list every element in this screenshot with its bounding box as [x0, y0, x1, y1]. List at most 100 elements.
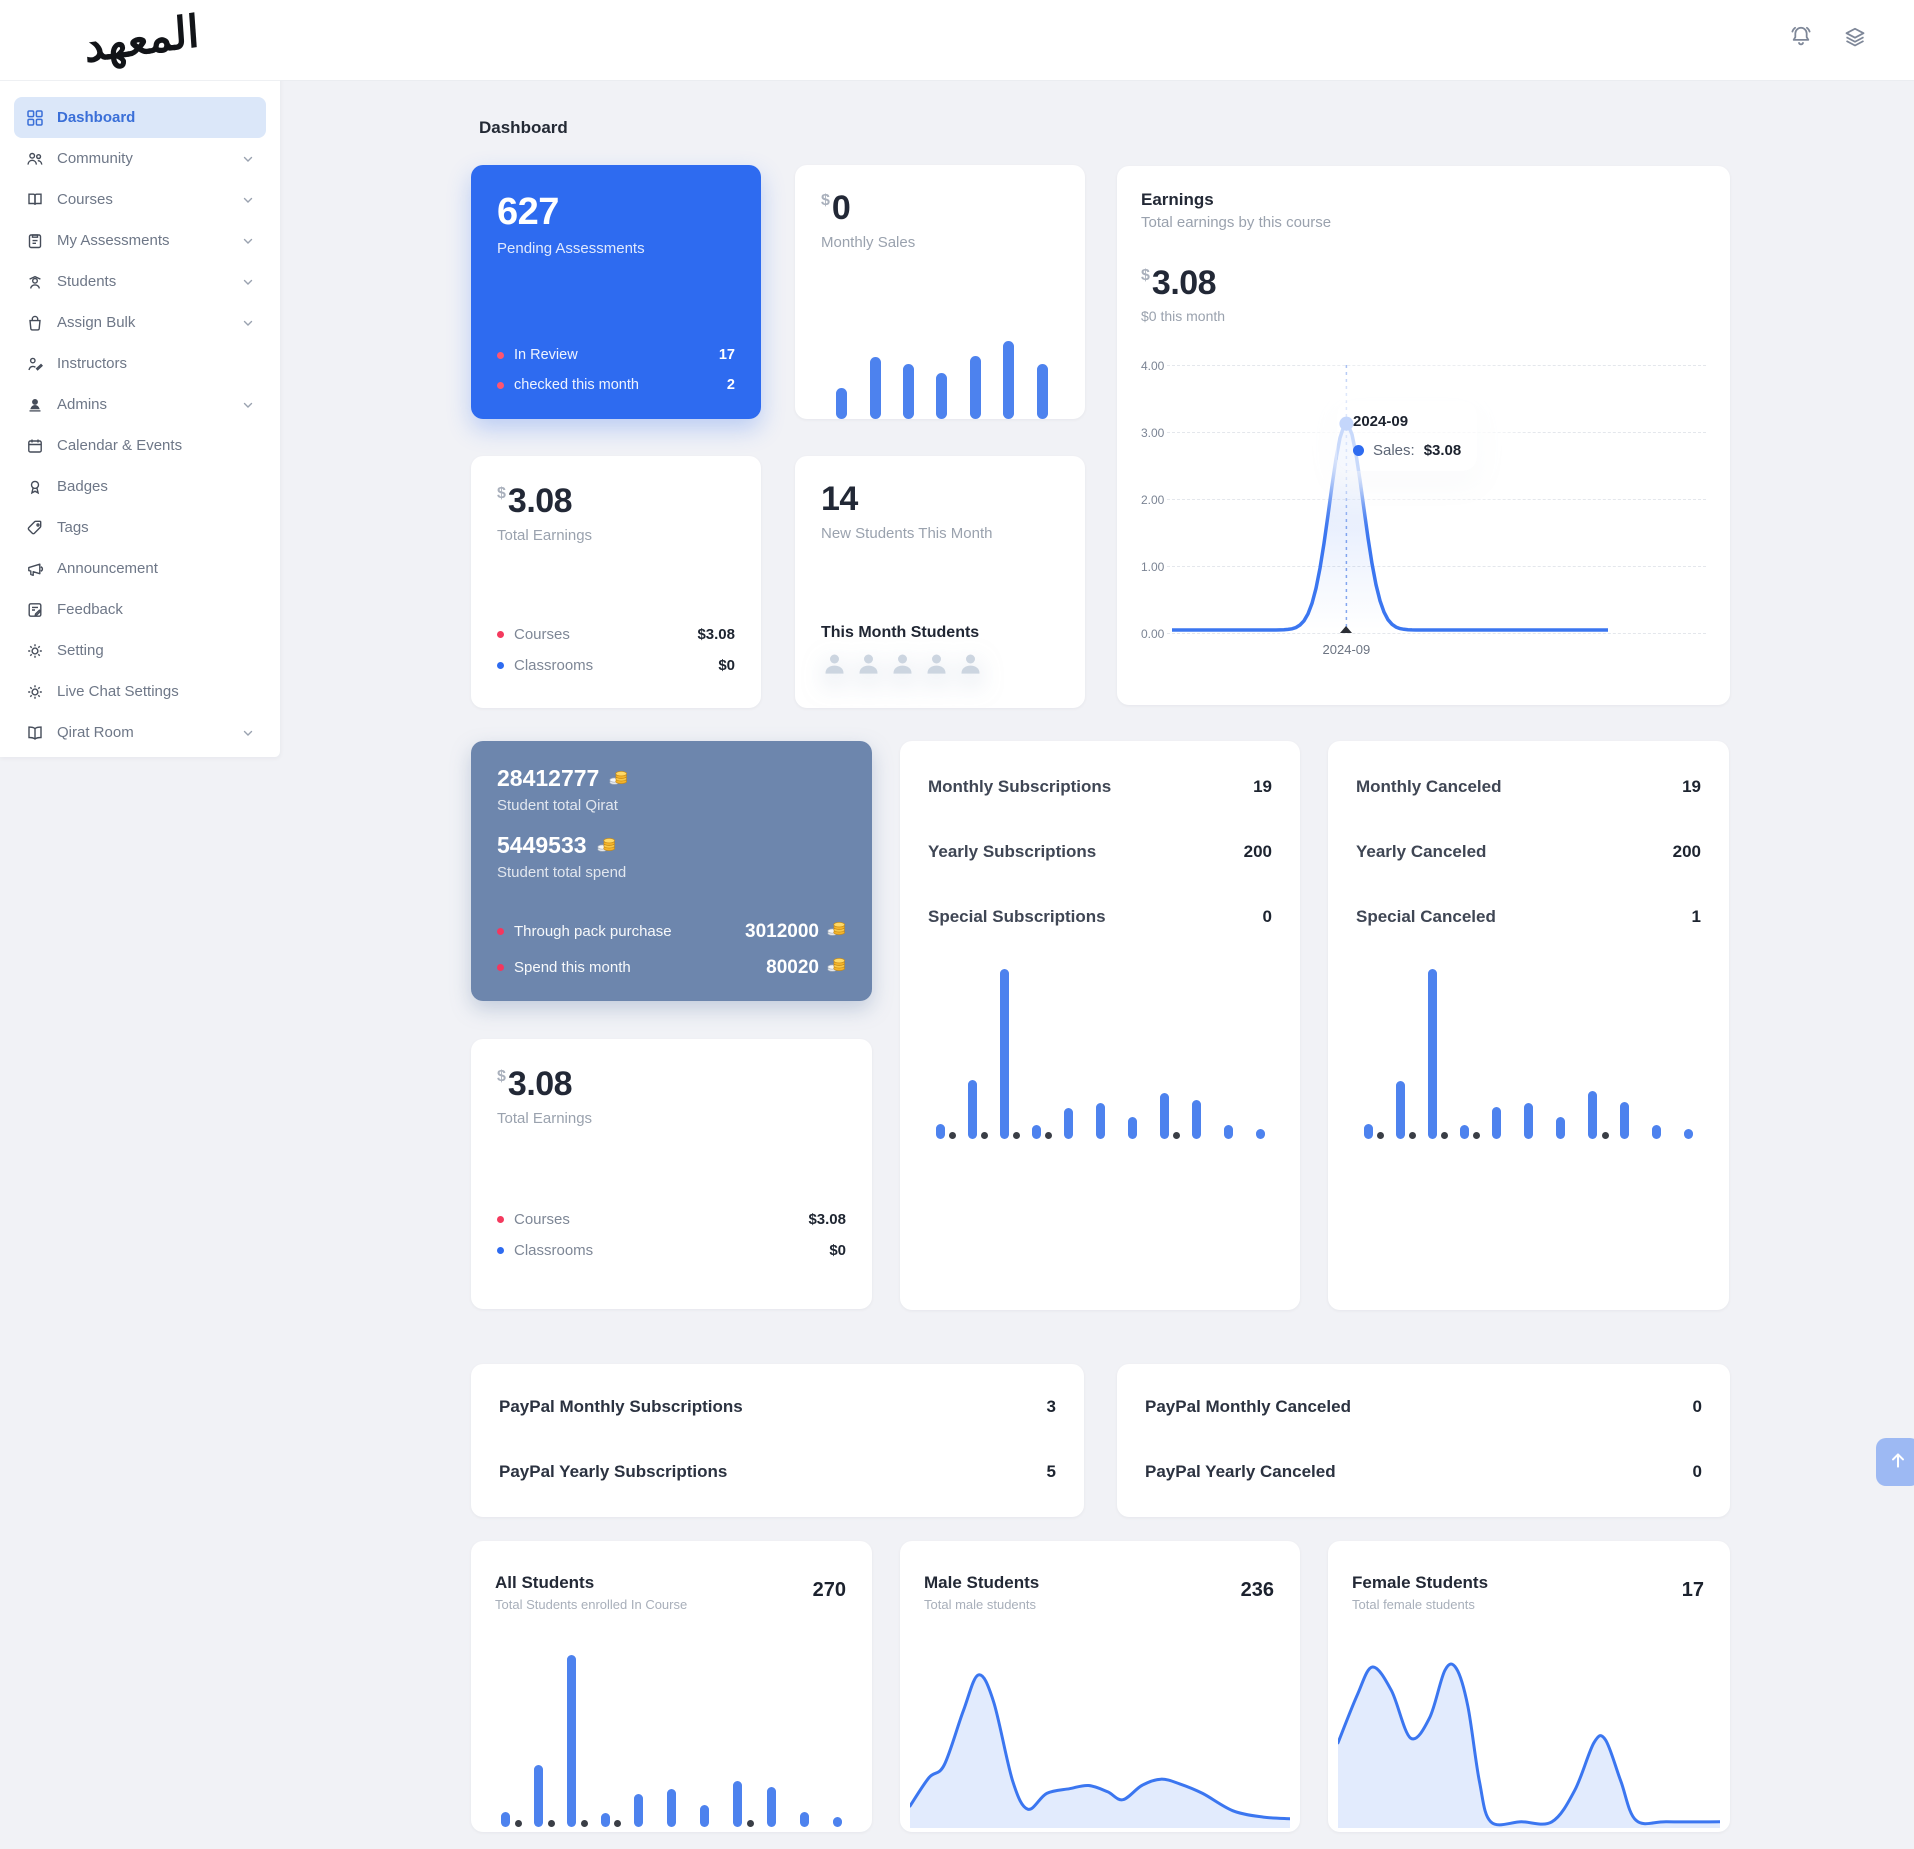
bar	[1255, 1128, 1265, 1139]
avatar	[923, 650, 950, 682]
bar-slot	[925, 341, 958, 419]
bell-icon[interactable]	[1788, 24, 1814, 50]
earnings-this-month: $0 this month	[1141, 308, 1226, 324]
sidebar-item-feedback[interactable]: Feedback	[14, 589, 266, 630]
bar	[501, 1811, 511, 1827]
sidebar-item-announcement[interactable]: Announcement	[14, 548, 266, 589]
bar-slot	[1116, 969, 1148, 1139]
sidebar-item-label: Setting	[57, 642, 104, 659]
bar-slot	[721, 1655, 754, 1827]
student-total-qirat-value: 28412777	[497, 765, 846, 792]
bar	[999, 969, 1009, 1139]
bar-slot	[1577, 969, 1609, 1139]
bar	[1003, 341, 1015, 419]
blue-dot-icon	[497, 662, 504, 669]
bar-slot	[1641, 969, 1673, 1139]
sidebar-item-instructors[interactable]: Instructors	[14, 343, 266, 384]
sidebar-item-my-assessments[interactable]: My Assessments	[14, 220, 266, 261]
series-dot	[1045, 1132, 1052, 1139]
y-axis-tick: 4.00	[1141, 359, 1165, 373]
chart-tooltip: 2024-09 Sales: $3.08	[1337, 401, 1478, 471]
paypal-yearly-subscriptions-row: PayPal Yearly Subscriptions 5	[499, 1462, 1056, 1481]
total-earnings-2-label: Total Earnings	[497, 1110, 593, 1127]
series-dot	[1473, 1132, 1481, 1139]
bar-slot	[924, 969, 956, 1139]
series-dot	[1409, 1132, 1417, 1139]
bar-slot	[1180, 969, 1212, 1139]
all-students-card: All Students Total Students enrolled In …	[471, 1541, 872, 1832]
total-earnings-2-value: $3.08	[497, 1065, 573, 1103]
series-dot	[614, 1820, 622, 1827]
sidebar-item-community[interactable]: Community	[14, 138, 266, 179]
bar	[700, 1804, 710, 1827]
sidebar-item-courses[interactable]: Courses	[14, 179, 266, 220]
sidebar-item-label: Feedback	[57, 601, 123, 618]
bar-slot	[555, 1655, 588, 1827]
tags-icon	[26, 519, 44, 537]
sidebar-item-live-chat-settings[interactable]: Live Chat Settings	[14, 671, 266, 712]
layers-icon[interactable]	[1842, 24, 1868, 50]
app-logo[interactable]: المعهد	[0, 0, 280, 81]
earnings-total: $3.08	[1141, 264, 1217, 302]
series-dot	[746, 1820, 754, 1827]
assign-bulk-icon	[26, 314, 44, 332]
sidebar-item-qirat-room[interactable]: Qirat Room	[14, 712, 266, 753]
setting-icon	[26, 642, 44, 660]
paypal-monthly-canceled-row: PayPal Monthly Canceled 0	[1145, 1397, 1702, 1416]
female-students-subtitle: Total female students	[1352, 1597, 1475, 1612]
sidebar-item-students[interactable]: Students	[14, 261, 266, 302]
students-icon	[26, 273, 44, 291]
sidebar-item-label: Courses	[57, 191, 113, 208]
arrow-up-icon	[1888, 1450, 1908, 1475]
blue-dot-icon	[1353, 445, 1364, 456]
series-dot	[1013, 1132, 1020, 1139]
earnings-title: Earnings	[1141, 190, 1214, 209]
sidebar-item-label: Instructors	[57, 355, 128, 372]
sidebar-item-tags[interactable]: Tags	[14, 507, 266, 548]
logo-calligraphy: المعهد	[82, 6, 201, 73]
person-icon	[825, 654, 844, 674]
courses-earnings-row: Courses $3.08	[497, 1211, 846, 1228]
sidebar-item-setting[interactable]: Setting	[14, 630, 266, 671]
sidebar-item-assign-bulk[interactable]: Assign Bulk	[14, 302, 266, 343]
sidebar-item-label: Students	[57, 273, 117, 290]
sidebar-item-dashboard[interactable]: Dashboard	[14, 97, 266, 138]
scroll-to-top-button[interactable]	[1876, 1438, 1914, 1486]
student-total-spend-label: Student total spend	[497, 864, 627, 881]
sidebar-item-label: Assign Bulk	[57, 314, 136, 331]
gridline	[1167, 365, 1706, 366]
sidebar-item-admins[interactable]: Admins	[14, 384, 266, 425]
gridline	[1167, 499, 1706, 500]
avatar	[855, 650, 882, 682]
bar-slot	[1352, 969, 1385, 1139]
series-dot	[949, 1132, 956, 1139]
total-earnings-card: $3.08 Total Earnings Courses $3.08 Class…	[471, 456, 761, 708]
bar	[1491, 1106, 1501, 1139]
sidebar: المعهد Dashboard Community Courses My As…	[0, 0, 281, 757]
qirat-room-icon	[26, 724, 44, 742]
student-qirat-card: 28412777 Student total Qirat 5449533 Stu…	[471, 741, 872, 1001]
bar-slot	[1480, 969, 1512, 1139]
series-dot	[1601, 1132, 1609, 1139]
chevron-down-icon	[242, 235, 254, 247]
bar	[832, 1816, 842, 1827]
bar-slot	[988, 969, 1020, 1139]
chevron-down-icon	[242, 153, 254, 165]
coins-icon	[596, 832, 616, 859]
bar-slot	[522, 1655, 555, 1827]
bar	[1459, 1125, 1469, 1139]
tooltip-date: 2024-09	[1353, 413, 1409, 430]
series-dot	[1441, 1132, 1449, 1139]
gridline	[1167, 633, 1706, 634]
sidebar-item-badges[interactable]: Badges	[14, 466, 266, 507]
total-earnings-label: Total Earnings	[497, 527, 593, 544]
bar	[633, 1794, 643, 1827]
sidebar-item-calendar-events[interactable]: Calendar & Events	[14, 425, 266, 466]
axis-marker	[1340, 626, 1353, 633]
y-axis-tick: 2.00	[1141, 493, 1165, 507]
bar-slot	[1052, 969, 1084, 1139]
bar	[567, 1655, 577, 1827]
canceled-chart	[1352, 969, 1705, 1139]
monthly-subscriptions-row: Monthly Subscriptions 19	[928, 777, 1272, 796]
pink-dot-icon	[497, 631, 504, 638]
